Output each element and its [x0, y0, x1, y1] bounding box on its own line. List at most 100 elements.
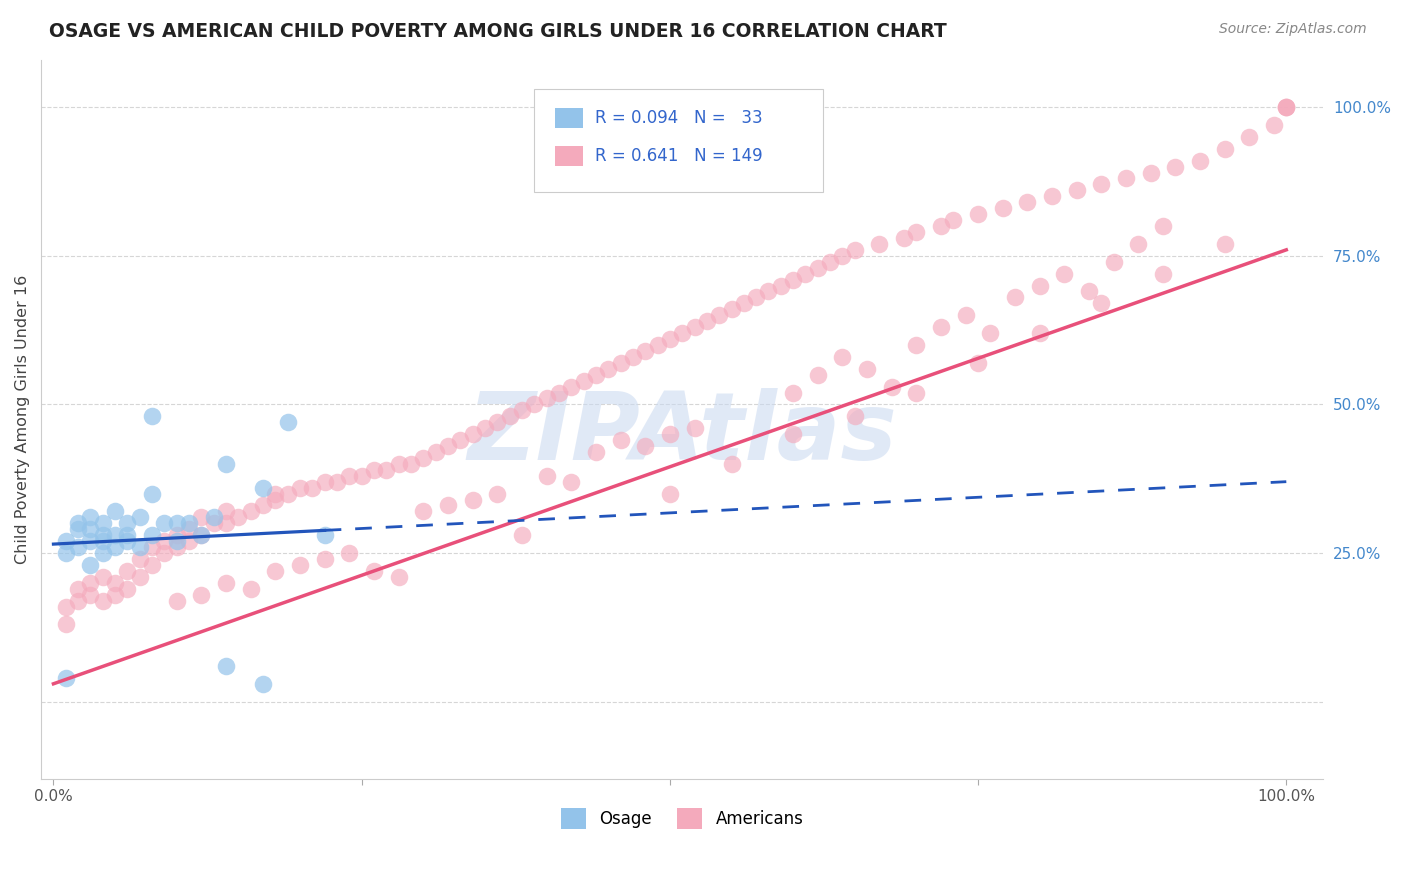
- Point: [769, 278, 792, 293]
- Point: [658, 486, 681, 500]
- Point: [621, 350, 644, 364]
- Point: [560, 475, 582, 489]
- Point: [683, 320, 706, 334]
- Point: [117, 582, 139, 596]
- Point: [128, 570, 150, 584]
- Point: [104, 528, 127, 542]
- Point: [510, 528, 533, 542]
- Point: [671, 326, 693, 340]
- Point: [314, 528, 336, 542]
- Point: [831, 249, 853, 263]
- Point: [807, 260, 830, 275]
- Point: [91, 516, 114, 531]
- Point: [498, 409, 520, 424]
- Point: [782, 385, 804, 400]
- Point: [91, 528, 114, 542]
- Point: [215, 575, 238, 590]
- Point: [523, 397, 546, 411]
- Point: [818, 254, 841, 268]
- Point: [1066, 183, 1088, 197]
- Point: [67, 582, 90, 596]
- Point: [166, 516, 188, 531]
- Point: [363, 564, 385, 578]
- Point: [868, 236, 890, 251]
- Point: [1102, 254, 1125, 268]
- Point: [1188, 153, 1211, 168]
- Point: [929, 219, 952, 233]
- Point: [461, 492, 484, 507]
- Point: [239, 504, 262, 518]
- Point: [141, 540, 163, 554]
- Point: [337, 546, 360, 560]
- Point: [536, 392, 558, 406]
- Point: [141, 558, 163, 572]
- Point: [215, 504, 238, 518]
- Point: [486, 415, 509, 429]
- Point: [202, 510, 225, 524]
- Point: [1164, 160, 1187, 174]
- Point: [905, 385, 928, 400]
- Point: [893, 231, 915, 245]
- Point: [1115, 171, 1137, 186]
- Point: [117, 528, 139, 542]
- Point: [79, 588, 101, 602]
- Point: [55, 671, 77, 685]
- Point: [634, 439, 657, 453]
- Point: [104, 540, 127, 554]
- Point: [141, 528, 163, 542]
- Point: [1028, 278, 1050, 293]
- Point: [880, 379, 903, 393]
- Point: [79, 534, 101, 549]
- Point: [91, 570, 114, 584]
- Point: [967, 356, 990, 370]
- Point: [388, 457, 411, 471]
- Point: [683, 421, 706, 435]
- Legend: Osage, Americans: Osage, Americans: [554, 802, 810, 835]
- Point: [104, 588, 127, 602]
- Point: [437, 439, 460, 453]
- Point: [190, 528, 212, 542]
- Point: [1263, 118, 1285, 132]
- Point: [177, 534, 200, 549]
- Text: ZIPAtlas: ZIPAtlas: [467, 388, 897, 480]
- Point: [425, 445, 447, 459]
- Point: [177, 522, 200, 536]
- Point: [228, 510, 250, 524]
- Text: R = 0.094   N =   33: R = 0.094 N = 33: [595, 109, 762, 127]
- Point: [449, 433, 471, 447]
- Point: [844, 409, 866, 424]
- Point: [1004, 290, 1026, 304]
- Point: [91, 534, 114, 549]
- Point: [79, 558, 101, 572]
- Point: [117, 564, 139, 578]
- Point: [647, 338, 669, 352]
- Point: [942, 213, 965, 227]
- Point: [1040, 189, 1063, 203]
- Point: [1239, 129, 1261, 144]
- Point: [609, 433, 631, 447]
- Point: [252, 677, 274, 691]
- Point: [177, 516, 200, 531]
- Point: [128, 552, 150, 566]
- Point: [991, 201, 1014, 215]
- Point: [288, 558, 311, 572]
- Point: [1152, 267, 1174, 281]
- Point: [91, 593, 114, 607]
- Point: [634, 343, 657, 358]
- Point: [461, 427, 484, 442]
- Point: [560, 379, 582, 393]
- Point: [720, 302, 742, 317]
- Point: [326, 475, 349, 489]
- Point: [55, 534, 77, 549]
- Point: [55, 599, 77, 614]
- Point: [388, 570, 411, 584]
- Point: [486, 486, 509, 500]
- Point: [67, 522, 90, 536]
- Point: [67, 516, 90, 531]
- Point: [264, 486, 287, 500]
- Point: [215, 659, 238, 673]
- Point: [1090, 178, 1112, 192]
- Point: [412, 504, 434, 518]
- Point: [1213, 142, 1236, 156]
- Point: [67, 593, 90, 607]
